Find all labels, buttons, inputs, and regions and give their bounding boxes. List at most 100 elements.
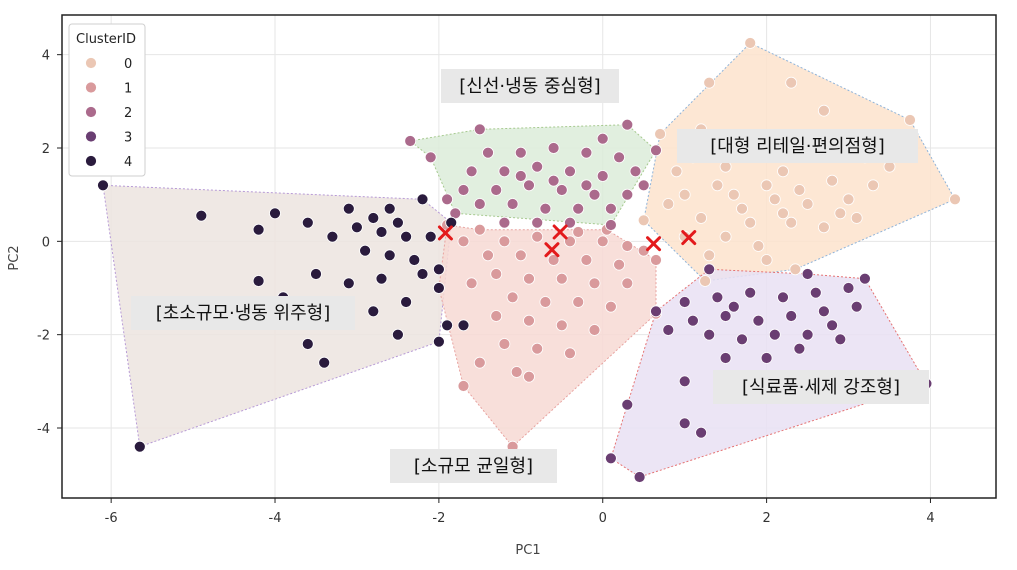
data-point-cluster-4	[97, 179, 109, 192]
data-point-cluster-4	[195, 209, 208, 222]
data-point-cluster-2	[514, 146, 527, 159]
data-point-cluster-3	[834, 333, 847, 346]
data-point-cluster-1	[531, 230, 544, 243]
data-point-cluster-0	[760, 254, 773, 266]
data-point-cluster-1	[482, 249, 494, 262]
data-point-cluster-4	[326, 230, 339, 243]
data-point-cluster-2	[531, 216, 544, 229]
data-point-cluster-2	[539, 202, 552, 215]
data-point-cluster-1	[547, 254, 560, 266]
legend-marker-0	[85, 57, 97, 69]
legend-entries: 0 1 2 3 4	[85, 57, 132, 170]
data-point-cluster-3	[826, 319, 838, 332]
data-point-cluster-2	[650, 144, 662, 157]
data-point-cluster-3	[859, 272, 871, 285]
data-point-cluster-1	[637, 244, 650, 257]
data-point-cluster-0	[703, 76, 716, 89]
data-point-cluster-3	[744, 286, 757, 299]
data-point-cluster-0	[793, 184, 806, 196]
data-point-cluster-3	[850, 300, 863, 313]
data-point-cluster-0	[842, 193, 855, 206]
cluster-annotation: [소규모 균일형]	[390, 449, 557, 483]
cluster-annotation-text: [신선·냉동 중심형]	[459, 76, 600, 97]
cluster-annotation: [대형 리테일·편의점형]	[677, 129, 918, 163]
data-point-cluster-1	[613, 258, 625, 271]
data-point-cluster-0	[826, 174, 838, 187]
data-point-cluster-0	[736, 202, 748, 215]
data-point-cluster-1	[523, 272, 535, 285]
data-point-cluster-1	[621, 277, 634, 290]
data-point-cluster-2	[629, 165, 642, 178]
data-point-cluster-3	[719, 352, 732, 364]
x-tick-label: 2	[762, 511, 770, 526]
data-point-cluster-2	[457, 184, 470, 196]
data-point-cluster-0	[662, 198, 675, 210]
data-point-cluster-3	[695, 426, 707, 439]
data-point-cluster-4	[432, 335, 445, 348]
plot-border	[61, 14, 997, 499]
legend-label-3: 3	[124, 131, 132, 146]
data-point-cluster-3	[777, 291, 789, 304]
data-point-cluster-4	[252, 275, 265, 287]
data-point-cluster-3	[752, 314, 765, 327]
cluster-annotations: [신선·냉동 중심형] [대형 리테일·편의점형] [초소규모·냉동 위주형] [식료…	[131, 69, 929, 483]
data-point-cluster-4	[342, 277, 355, 290]
data-point-cluster-1	[490, 268, 503, 280]
data-point-cluster-4	[432, 263, 445, 276]
cluster-annotation: [신선·냉동 중심형]	[441, 69, 619, 103]
data-point-cluster-1	[523, 314, 535, 327]
data-point-cluster-3	[711, 291, 724, 304]
centroid-marker	[552, 224, 568, 240]
data-point-cluster-1	[588, 324, 601, 336]
legend-marker-3	[85, 130, 97, 143]
legend-marker-1	[85, 81, 97, 94]
data-point-cluster-4	[400, 296, 413, 308]
cluster-annotation: [초소규모·냉동 위주형]	[131, 296, 355, 330]
y-tick-label: 0	[42, 235, 50, 250]
data-point-cluster-1	[473, 223, 486, 236]
centroid-markers	[437, 224, 697, 258]
data-point-cluster-3	[768, 328, 781, 341]
data-point-cluster-0	[834, 207, 847, 220]
data-point-cluster-1	[650, 254, 662, 266]
y-tick-label: 4	[42, 49, 50, 64]
data-point-cluster-1	[498, 235, 511, 248]
data-point-cluster-0	[654, 128, 666, 140]
data-point-cluster-4	[318, 356, 331, 369]
data-point-cluster-0	[711, 179, 724, 192]
data-point-cluster-1	[506, 291, 519, 304]
cluster-annotation-bg	[390, 449, 557, 483]
data-point-cluster-2	[547, 142, 560, 154]
legend: ClusterID 0 1 2 3 4	[68, 23, 146, 177]
data-point-cluster-4	[310, 268, 322, 280]
data-point-cluster-4	[342, 202, 355, 215]
data-point-cluster-1	[621, 240, 634, 252]
data-point-cluster-3	[633, 471, 646, 483]
legend-title: ClusterID	[76, 32, 136, 47]
x-tick-label: -4	[269, 511, 282, 526]
data-point-cluster-3	[703, 328, 716, 341]
data-point-cluster-3	[678, 375, 691, 388]
data-point-cluster-1	[539, 296, 552, 308]
data-point-cluster-1	[457, 235, 470, 248]
data-point-cluster-2	[473, 123, 486, 136]
data-point-cluster-3	[785, 310, 798, 322]
y-tick-label: 2	[42, 142, 50, 157]
data-point-cluster-4	[359, 244, 372, 257]
data-point-cluster-3	[818, 305, 830, 318]
legend-label-4: 4	[124, 155, 132, 170]
data-point-cluster-1	[555, 319, 568, 332]
data-point-cluster-1	[510, 366, 523, 378]
data-point-cluster-0	[789, 263, 802, 276]
data-point-cluster-0	[719, 230, 732, 243]
data-point-cluster-0	[904, 114, 916, 126]
data-point-cluster-4	[391, 328, 404, 341]
data-point-cluster-4	[432, 282, 445, 294]
data-point-cluster-2	[441, 193, 454, 206]
cluster-annotation-bg	[441, 69, 619, 103]
data-point-cluster-0	[699, 275, 711, 287]
data-point-cluster-0	[777, 165, 789, 178]
data-point-cluster-4	[375, 226, 388, 238]
y-tick-label: -2	[37, 329, 50, 344]
data-point-cluster-0	[703, 249, 716, 262]
